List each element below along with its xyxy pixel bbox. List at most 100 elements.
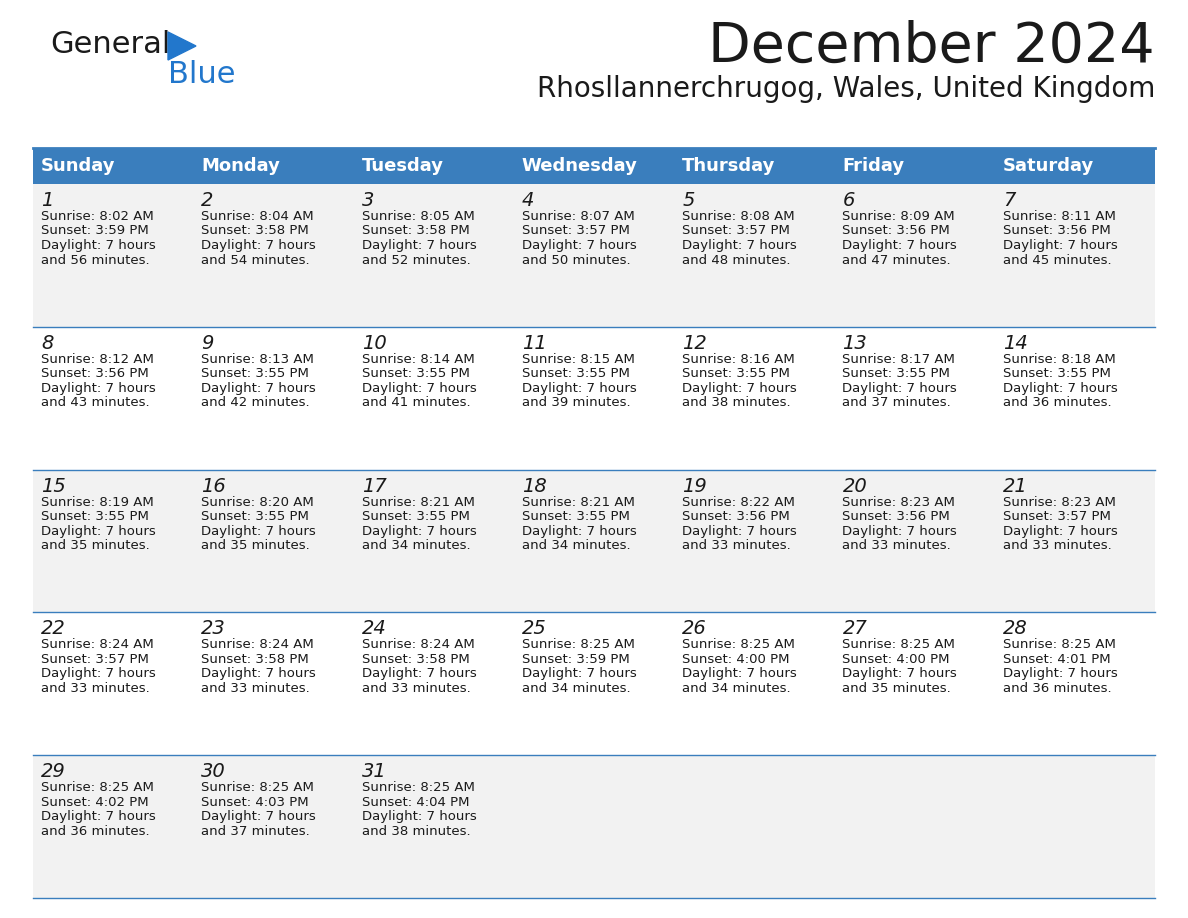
Text: and 48 minutes.: and 48 minutes. [682, 253, 791, 266]
Text: Daylight: 7 hours: Daylight: 7 hours [842, 239, 958, 252]
Text: and 34 minutes.: and 34 minutes. [682, 682, 791, 695]
Text: Daylight: 7 hours: Daylight: 7 hours [201, 811, 316, 823]
Text: 24: 24 [361, 620, 386, 638]
Text: 16: 16 [201, 476, 226, 496]
Text: Daylight: 7 hours: Daylight: 7 hours [42, 524, 156, 538]
Text: Sunset: 3:55 PM: Sunset: 3:55 PM [682, 367, 790, 380]
Text: Daylight: 7 hours: Daylight: 7 hours [522, 382, 637, 395]
Text: Daylight: 7 hours: Daylight: 7 hours [1003, 667, 1118, 680]
Text: Daylight: 7 hours: Daylight: 7 hours [201, 239, 316, 252]
Text: Sunrise: 8:25 AM: Sunrise: 8:25 AM [682, 638, 795, 652]
Bar [33, 148, 194, 184]
Text: Sunset: 3:56 PM: Sunset: 3:56 PM [1003, 225, 1111, 238]
Text: Tuesday: Tuesday [361, 157, 443, 175]
Text: 30: 30 [201, 762, 226, 781]
Text: Sunrise: 8:20 AM: Sunrise: 8:20 AM [201, 496, 314, 509]
Text: and 41 minutes.: and 41 minutes. [361, 397, 470, 409]
Text: 25: 25 [522, 620, 546, 638]
Text: 26: 26 [682, 620, 707, 638]
Text: 28: 28 [1003, 620, 1028, 638]
Text: Daylight: 7 hours: Daylight: 7 hours [1003, 524, 1118, 538]
Text: Daylight: 7 hours: Daylight: 7 hours [522, 667, 637, 680]
Text: 1: 1 [42, 191, 53, 210]
Text: Sunset: 3:59 PM: Sunset: 3:59 PM [522, 653, 630, 666]
Text: and 38 minutes.: and 38 minutes. [682, 397, 791, 409]
Text: 22: 22 [42, 620, 65, 638]
Text: Sunset: 3:55 PM: Sunset: 3:55 PM [522, 367, 630, 380]
Text: 20: 20 [842, 476, 867, 496]
Text: 11: 11 [522, 334, 546, 353]
Text: and 36 minutes.: and 36 minutes. [1003, 682, 1111, 695]
Text: Sunset: 3:55 PM: Sunset: 3:55 PM [201, 510, 309, 523]
Text: 17: 17 [361, 476, 386, 496]
Text: Sunrise: 8:09 AM: Sunrise: 8:09 AM [842, 210, 955, 223]
Text: 4: 4 [522, 191, 535, 210]
Text: and 35 minutes.: and 35 minutes. [42, 539, 150, 552]
Text: Sunrise: 8:13 AM: Sunrise: 8:13 AM [201, 353, 314, 365]
Text: 31: 31 [361, 762, 386, 781]
Text: Daylight: 7 hours: Daylight: 7 hours [361, 382, 476, 395]
Text: December 2024: December 2024 [708, 20, 1155, 74]
Text: and 37 minutes.: and 37 minutes. [201, 824, 310, 838]
Text: Sunrise: 8:25 AM: Sunrise: 8:25 AM [361, 781, 474, 794]
Text: Daylight: 7 hours: Daylight: 7 hours [201, 667, 316, 680]
Text: 8: 8 [42, 334, 53, 353]
Text: Sunset: 4:03 PM: Sunset: 4:03 PM [201, 796, 309, 809]
Text: 2: 2 [201, 191, 214, 210]
Text: Daylight: 7 hours: Daylight: 7 hours [361, 667, 476, 680]
Text: 10: 10 [361, 334, 386, 353]
Text: Daylight: 7 hours: Daylight: 7 hours [842, 524, 958, 538]
Text: Blue: Blue [168, 60, 235, 89]
Text: Sunrise: 8:24 AM: Sunrise: 8:24 AM [42, 638, 153, 652]
Text: Sunrise: 8:25 AM: Sunrise: 8:25 AM [42, 781, 154, 794]
Text: 3: 3 [361, 191, 374, 210]
Text: 13: 13 [842, 334, 867, 353]
Text: Daylight: 7 hours: Daylight: 7 hours [1003, 239, 1118, 252]
Text: and 36 minutes.: and 36 minutes. [42, 824, 150, 838]
Text: Daylight: 7 hours: Daylight: 7 hours [42, 239, 156, 252]
Text: Sunrise: 8:15 AM: Sunrise: 8:15 AM [522, 353, 634, 365]
Bar [994, 148, 1155, 184]
Text: and 34 minutes.: and 34 minutes. [361, 539, 470, 552]
Text: Sunset: 3:58 PM: Sunset: 3:58 PM [361, 653, 469, 666]
Text: Thursday: Thursday [682, 157, 776, 175]
Text: Daylight: 7 hours: Daylight: 7 hours [361, 239, 476, 252]
Bar [33, 756, 1155, 898]
Text: Sunset: 3:59 PM: Sunset: 3:59 PM [42, 225, 148, 238]
Text: and 33 minutes.: and 33 minutes. [42, 682, 150, 695]
Text: Sunrise: 8:08 AM: Sunrise: 8:08 AM [682, 210, 795, 223]
Text: Monday: Monday [201, 157, 280, 175]
Text: and 39 minutes.: and 39 minutes. [522, 397, 631, 409]
Text: and 33 minutes.: and 33 minutes. [201, 682, 310, 695]
Text: Sunrise: 8:21 AM: Sunrise: 8:21 AM [522, 496, 634, 509]
Text: Sunset: 3:58 PM: Sunset: 3:58 PM [361, 225, 469, 238]
Text: Daylight: 7 hours: Daylight: 7 hours [42, 667, 156, 680]
Text: Sunrise: 8:05 AM: Sunrise: 8:05 AM [361, 210, 474, 223]
Text: and 33 minutes.: and 33 minutes. [842, 539, 952, 552]
Text: Sunrise: 8:25 AM: Sunrise: 8:25 AM [842, 638, 955, 652]
Bar [33, 327, 1155, 470]
Text: Sunrise: 8:12 AM: Sunrise: 8:12 AM [42, 353, 154, 365]
Text: 14: 14 [1003, 334, 1028, 353]
Text: and 50 minutes.: and 50 minutes. [522, 253, 631, 266]
Text: Sunrise: 8:14 AM: Sunrise: 8:14 AM [361, 353, 474, 365]
Text: Sunrise: 8:24 AM: Sunrise: 8:24 AM [201, 638, 314, 652]
Text: 9: 9 [201, 334, 214, 353]
Text: 19: 19 [682, 476, 707, 496]
Text: Sunset: 3:56 PM: Sunset: 3:56 PM [842, 225, 950, 238]
Text: Sunrise: 8:21 AM: Sunrise: 8:21 AM [361, 496, 474, 509]
Text: Friday: Friday [842, 157, 904, 175]
Text: Sunrise: 8:23 AM: Sunrise: 8:23 AM [842, 496, 955, 509]
Text: Sunset: 3:58 PM: Sunset: 3:58 PM [201, 653, 309, 666]
Text: General: General [50, 30, 170, 59]
Text: Daylight: 7 hours: Daylight: 7 hours [42, 811, 156, 823]
Text: Sunset: 3:58 PM: Sunset: 3:58 PM [201, 225, 309, 238]
Text: and 56 minutes.: and 56 minutes. [42, 253, 150, 266]
Text: 7: 7 [1003, 191, 1015, 210]
Text: Daylight: 7 hours: Daylight: 7 hours [522, 524, 637, 538]
Text: 18: 18 [522, 476, 546, 496]
Bar [33, 184, 1155, 327]
Text: Sunset: 3:55 PM: Sunset: 3:55 PM [842, 367, 950, 380]
Text: Daylight: 7 hours: Daylight: 7 hours [1003, 382, 1118, 395]
Text: Sunset: 4:04 PM: Sunset: 4:04 PM [361, 796, 469, 809]
